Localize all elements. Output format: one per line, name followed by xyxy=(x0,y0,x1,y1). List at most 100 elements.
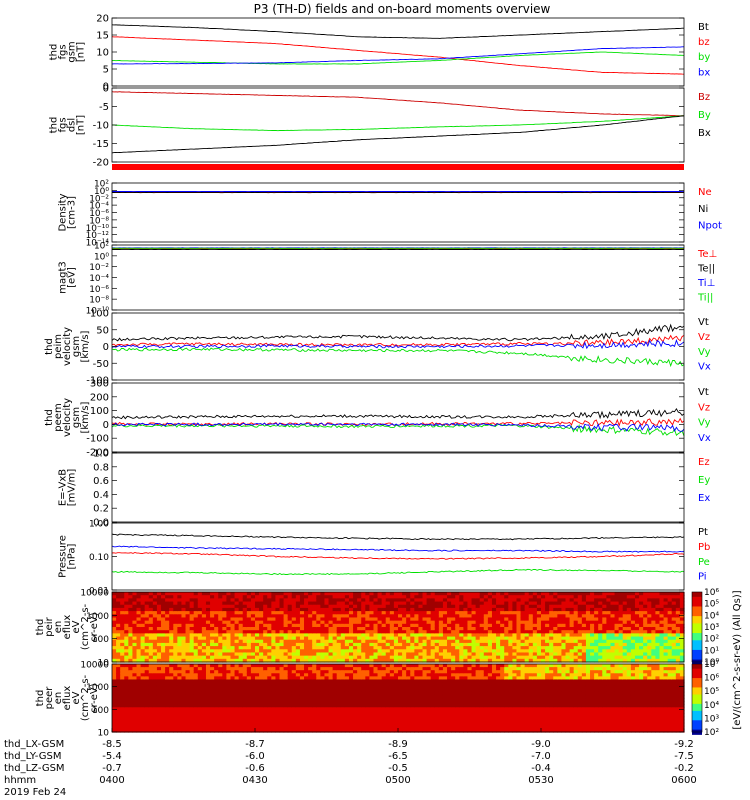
spectrogram-cell xyxy=(201,719,207,724)
spectrogram-cell xyxy=(332,688,338,693)
spectrogram-cell xyxy=(156,636,162,641)
spectrogram-cell xyxy=(532,655,538,660)
spectrogram-cell xyxy=(169,716,174,721)
spectrogram-cell xyxy=(279,611,285,615)
spectrogram-cell xyxy=(585,646,591,650)
spectrogram-cell xyxy=(430,655,436,660)
spectrogram-cell xyxy=(675,630,681,634)
spectrogram-cell xyxy=(451,607,456,612)
spectrogram-cell xyxy=(324,679,330,684)
spectrogram-cell xyxy=(222,611,227,615)
spectrogram-cell xyxy=(414,607,420,612)
spectrogram-cell xyxy=(324,614,330,619)
spectrogram-cell xyxy=(218,595,223,599)
spectrogram-cell xyxy=(561,595,567,599)
spectrogram-cell xyxy=(316,642,321,647)
spectrogram-cell xyxy=(148,719,154,724)
spectrogram-cell xyxy=(414,598,420,603)
spectrogram-cell xyxy=(385,601,391,606)
spectrogram-cell xyxy=(140,694,146,699)
spectrogram-cell xyxy=(422,620,428,625)
spectrogram-cell xyxy=(365,701,370,705)
spectrogram-cell xyxy=(205,658,211,663)
spectrogram-cell xyxy=(398,655,403,660)
spectrogram-cell xyxy=(238,607,244,612)
spectrogram-cell xyxy=(295,673,301,677)
spectrogram-cell xyxy=(242,701,248,705)
spectrogram-cell xyxy=(173,655,178,660)
spectrogram-cell xyxy=(639,620,644,625)
panel-peim_velocity: -100-50050100thdpeimvelocitygsm[km/s]VtV… xyxy=(44,309,711,387)
spectrogram-cell xyxy=(136,704,142,708)
spectrogram-cell xyxy=(369,592,375,596)
spectrogram-cell xyxy=(565,642,571,647)
spectrogram-cell xyxy=(369,701,375,705)
spectrogram-cell xyxy=(549,658,554,663)
spectrogram-cell xyxy=(255,592,260,596)
spectrogram-cell xyxy=(406,728,411,733)
spectrogram-cell xyxy=(242,633,248,638)
spectrogram-cell xyxy=(332,728,338,733)
spectrogram-cell xyxy=(242,667,248,671)
spectrogram-cell xyxy=(536,611,542,615)
spectrogram-cell xyxy=(389,707,395,711)
spectrogram-cell xyxy=(357,673,362,677)
spectrogram-cell xyxy=(487,604,493,609)
spectrogram-cell xyxy=(291,623,297,628)
spectrogram-cell xyxy=(222,655,227,660)
spectrogram-cell xyxy=(287,655,293,660)
spectrogram-cell xyxy=(398,704,403,708)
spectrogram-cell xyxy=(504,607,509,612)
spectrogram-cell xyxy=(532,592,538,596)
spectrogram-cell xyxy=(467,655,473,660)
spectrogram-cell xyxy=(336,713,342,718)
spectrogram-cell xyxy=(165,611,170,615)
spectrogram-cell xyxy=(205,639,211,644)
spectrogram-cell xyxy=(581,642,587,647)
spectrogram-cell xyxy=(348,627,354,631)
spectrogram-cell xyxy=(569,617,575,622)
spectrogram-cell xyxy=(275,642,281,647)
spectrogram-cell xyxy=(512,652,518,657)
spectrogram-cell xyxy=(275,676,281,681)
spectrogram-cell xyxy=(675,642,681,647)
spectrogram-cell xyxy=(156,713,162,718)
spectrogram-cell xyxy=(152,725,158,730)
spectrogram-cell xyxy=(618,639,624,644)
spectrogram-cell xyxy=(577,614,583,619)
spectrogram-cell xyxy=(634,604,640,609)
spectrogram-cell xyxy=(255,701,260,705)
spectrogram-cell xyxy=(348,679,354,684)
spectrogram-cell xyxy=(181,617,187,622)
spectrogram-cell xyxy=(124,649,129,654)
spectrogram-cell xyxy=(402,722,407,727)
spectrogram-cell xyxy=(181,670,187,674)
spectrogram-cell xyxy=(365,617,370,622)
spectrogram-cell xyxy=(259,639,264,644)
spectrogram-cell xyxy=(614,607,620,612)
spectrogram-cell xyxy=(197,701,203,705)
spectrogram-cell xyxy=(487,620,493,625)
spectrogram-cell xyxy=(373,592,379,596)
spectrogram-cell xyxy=(634,655,640,660)
spectrogram-cell xyxy=(177,595,183,599)
spectrogram-cell xyxy=(426,636,432,641)
spectrogram-cell xyxy=(120,652,125,657)
spectrogram-cell xyxy=(626,592,632,596)
spectrogram-cell xyxy=(263,607,268,612)
spectrogram-cell xyxy=(124,691,129,696)
spectrogram-cell xyxy=(479,642,485,647)
spectrogram-cell xyxy=(246,614,252,619)
spectrogram-cell xyxy=(283,667,289,671)
spectrogram-cell xyxy=(271,691,277,696)
spectrogram-cell xyxy=(324,707,330,711)
spectrogram-cell xyxy=(250,688,256,693)
spectrogram-cell xyxy=(500,604,505,609)
spectrogram-cell xyxy=(622,592,628,596)
spectrogram-cell xyxy=(365,623,370,628)
colorbar-segment xyxy=(692,592,702,595)
spectrogram-cell xyxy=(189,639,195,644)
spectrogram-cell xyxy=(512,649,518,654)
spectrogram-cell xyxy=(222,627,227,631)
spectrogram-cell xyxy=(189,719,195,724)
